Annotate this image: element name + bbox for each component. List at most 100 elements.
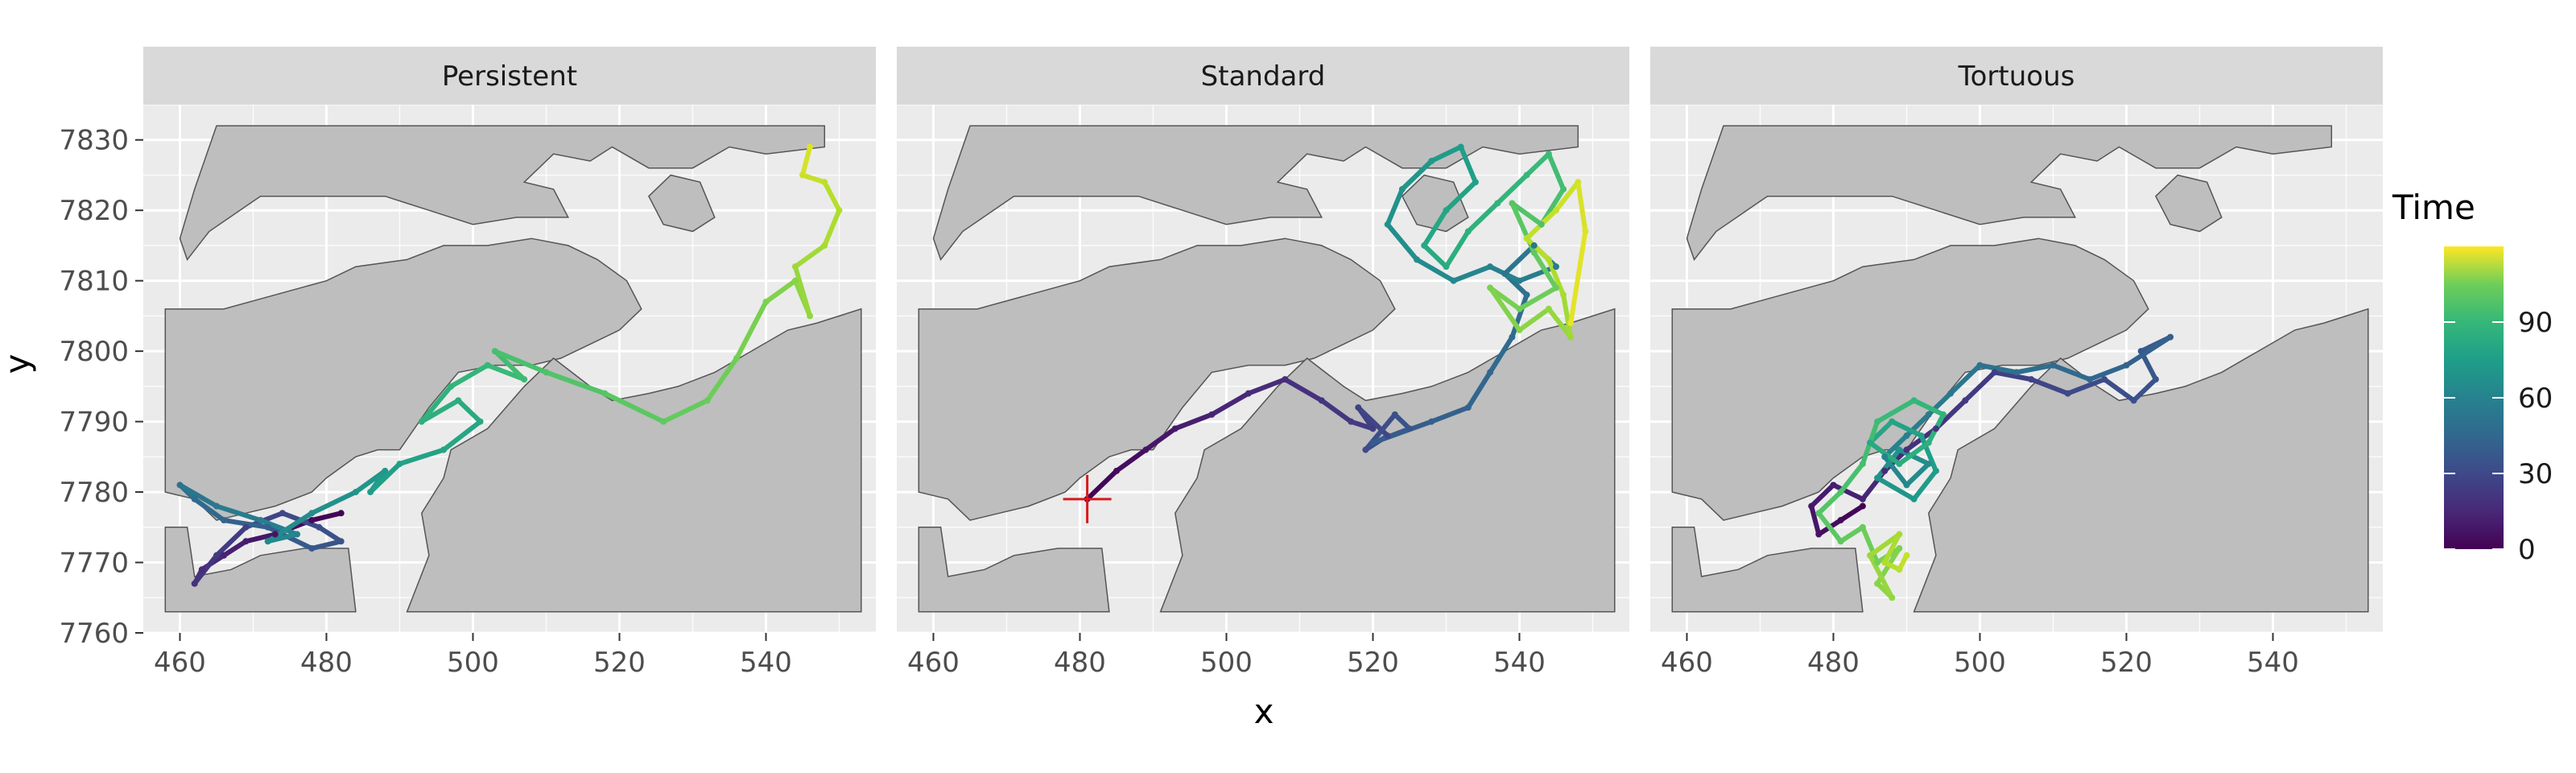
track-segment	[1911, 398, 1946, 417]
track-segment	[1319, 398, 1354, 424]
track-point	[1903, 482, 1910, 489]
panel-content	[897, 105, 1629, 633]
track-point	[762, 298, 770, 305]
track-segment	[800, 144, 813, 178]
track-point	[1245, 390, 1252, 397]
track-point	[308, 510, 316, 517]
track-point	[1472, 179, 1479, 186]
facet-strip-label: Standard	[1201, 60, 1326, 93]
track-segment	[800, 172, 828, 185]
track-point	[279, 510, 286, 517]
land-polygon	[1401, 174, 1469, 233]
track-segment	[192, 496, 227, 523]
track-segment	[1282, 377, 1324, 403]
track-point	[1991, 369, 1998, 376]
track-segment	[792, 264, 813, 319]
track-point	[221, 517, 228, 524]
track-segment	[221, 539, 249, 558]
track-segment	[397, 447, 447, 467]
track-segment	[448, 362, 490, 389]
track-segment	[1838, 503, 1865, 523]
track-point	[1889, 418, 1896, 425]
track-point	[242, 523, 250, 531]
land-polygon	[179, 125, 826, 261]
track-segment	[1838, 461, 1865, 495]
track-point	[213, 552, 220, 559]
track-point	[308, 545, 316, 552]
y-tick-label: 7760	[59, 618, 129, 650]
track-point	[1450, 277, 1457, 284]
track-point	[2050, 362, 2057, 369]
track-point	[1406, 425, 1413, 432]
track-segment	[763, 278, 798, 304]
track-segment	[1114, 447, 1149, 473]
track-point	[1171, 425, 1179, 432]
track-point	[1896, 446, 1903, 453]
track-point	[1896, 461, 1903, 468]
track-segment	[1502, 242, 1537, 276]
track-segment	[1517, 264, 1558, 283]
track-segment	[1875, 398, 1917, 424]
track-segment	[1875, 447, 1902, 481]
track-point	[352, 489, 359, 496]
track-segment	[1443, 229, 1471, 270]
track-segment	[1465, 370, 1493, 411]
track-point	[2087, 376, 2093, 383]
track-point	[1560, 291, 1567, 299]
track-segment	[1509, 200, 1544, 227]
track-segment	[1385, 186, 1405, 227]
track-point	[491, 348, 498, 355]
x-axis-title: x	[1254, 692, 1274, 731]
track-point	[1867, 439, 1873, 446]
track-point	[1457, 143, 1464, 151]
track-point	[191, 580, 198, 587]
track-segment	[1546, 151, 1567, 192]
track-point	[1545, 151, 1552, 158]
track-point	[1918, 432, 1925, 440]
track-point	[396, 461, 403, 468]
track-segment	[1370, 419, 1435, 445]
y-tick-label: 7770	[59, 548, 129, 580]
track-segment	[492, 349, 549, 375]
track-point	[176, 482, 184, 489]
track-segment	[1084, 468, 1119, 502]
track-segment	[1524, 151, 1551, 178]
track-point	[1859, 495, 1866, 502]
track-point	[1362, 446, 1369, 453]
track-point	[1464, 228, 1472, 235]
track-segment	[1509, 292, 1530, 340]
track-segment	[492, 349, 527, 382]
track-segment	[1451, 264, 1493, 283]
track-segment	[1575, 180, 1588, 234]
track-point	[1947, 390, 1955, 397]
track-point	[1867, 552, 1873, 559]
y-tick-label: 7780	[59, 477, 129, 509]
start-marker	[1063, 474, 1112, 523]
track-segment	[1385, 221, 1420, 262]
facet-strip	[1650, 47, 2383, 105]
colorbar-tick-label: 30	[2518, 458, 2553, 490]
track-point	[455, 397, 462, 404]
track-segment	[419, 383, 454, 424]
track-segment	[1546, 306, 1574, 340]
land-polygon	[1671, 238, 2149, 521]
track-segment	[1963, 370, 1997, 403]
track-segment	[2124, 334, 2174, 368]
track-point	[1940, 411, 1946, 418]
track-segment	[1868, 440, 1902, 467]
track-segment	[602, 391, 667, 424]
track-point	[418, 418, 425, 425]
track-point	[337, 510, 345, 517]
track-point	[1925, 439, 1932, 446]
colorbar-tick-label: 90	[2518, 307, 2553, 339]
track-segment	[1429, 405, 1471, 424]
track-point	[1509, 333, 1516, 341]
land-polygon	[932, 125, 1579, 261]
track-segment	[316, 524, 344, 544]
track-segment	[1904, 461, 1931, 488]
y-tick-label: 7830	[59, 125, 129, 157]
facet-strip-label: Persistent	[442, 60, 577, 93]
track-point	[2152, 376, 2159, 383]
track-point	[1896, 531, 1903, 538]
track-point	[1428, 157, 1435, 164]
